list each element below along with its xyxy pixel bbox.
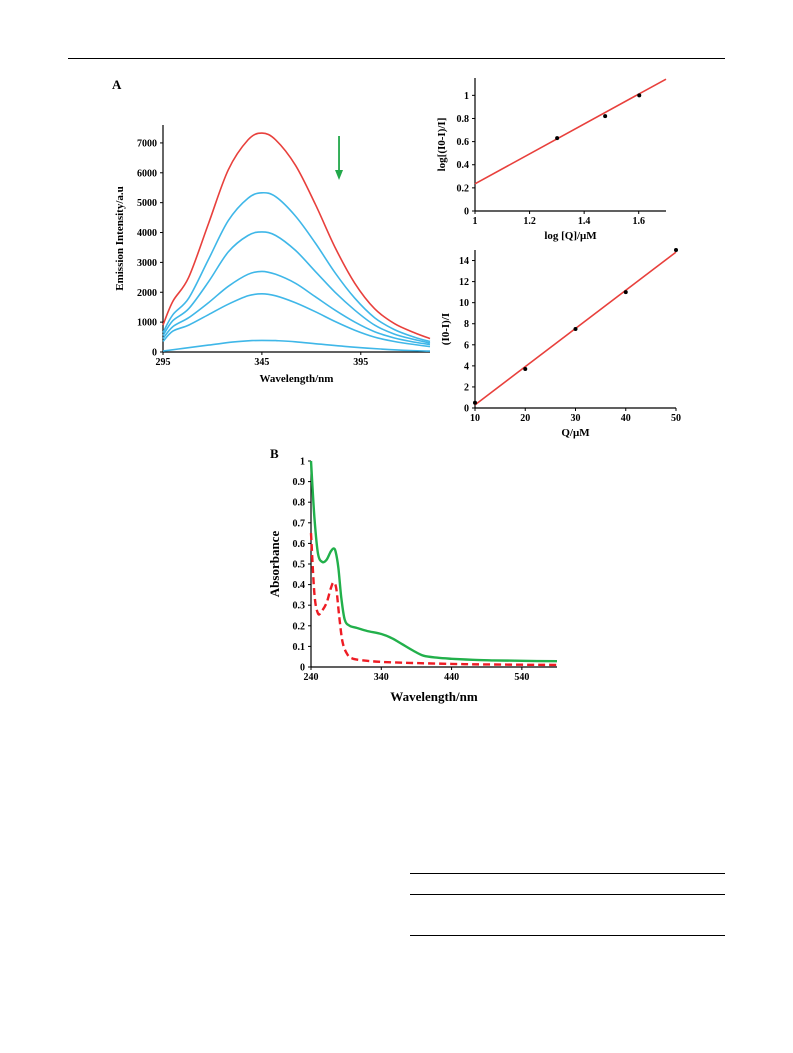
absorbance-y-tick-label: 0.2 bbox=[293, 621, 306, 632]
absorbance-x-axis-label: Wavelength/nm bbox=[390, 689, 478, 704]
emission-y-tick-label: 4000 bbox=[137, 228, 157, 239]
sternvolmer-y-tick-label: 4 bbox=[464, 361, 469, 372]
doublelog-fit-line bbox=[474, 78, 667, 185]
doublelog-y-tick-label: 0.6 bbox=[457, 137, 470, 148]
header-rule bbox=[68, 58, 725, 59]
doublelog-y-axis-label: log[(I0-I)/I] bbox=[436, 118, 448, 172]
emission-series-6-line bbox=[162, 339, 431, 352]
sternvolmer-x-tick-label: 10 bbox=[470, 413, 480, 424]
absorbance-y-tick-label: 0.1 bbox=[293, 642, 306, 653]
absorbance-x-tick-label: 340 bbox=[374, 672, 389, 683]
sternvolmer-x-tick-label: 40 bbox=[621, 413, 631, 424]
doublelog-x-tick-label: 1 bbox=[473, 216, 478, 227]
sternvolmer-axes: 10 20 30 40 50 0 2 4 6 8 10 12 14 Q/μM (I0-I)/I bbox=[440, 250, 681, 439]
absorbance-y-tick-label: 0.7 bbox=[293, 518, 306, 529]
emission-y-tick-label: 5000 bbox=[137, 198, 157, 209]
absorbance-x-tick-label: 540 bbox=[514, 672, 529, 683]
doublelog-y-tick-label: 0.2 bbox=[457, 183, 470, 194]
sternvolmer-x-tick-label: 50 bbox=[671, 413, 681, 424]
sternvolmer-data-point bbox=[573, 327, 578, 331]
emission-series-1-line bbox=[162, 132, 431, 340]
absorbance-y-tick-label: 0.3 bbox=[293, 601, 306, 612]
sternvolmer-data-point bbox=[623, 290, 628, 295]
sternvolmer-y-tick-label: 8 bbox=[464, 319, 469, 330]
doublelog-x-axis-label: log [Q]/μM bbox=[544, 230, 597, 242]
emission-y-tick-label: 6000 bbox=[137, 168, 157, 179]
sternvolmer-x-axis-label: Q/μM bbox=[561, 427, 590, 439]
doublelog-y-tick-label: 0 bbox=[464, 207, 469, 218]
emission-y-tick-label: 7000 bbox=[137, 138, 157, 149]
panel-label-b: B bbox=[270, 446, 279, 461]
sternvolmer-y-tick-label: 6 bbox=[464, 340, 469, 351]
sternvolmer-y-tick-label: 14 bbox=[459, 256, 469, 267]
absorbance-y-tick-label: 0.6 bbox=[293, 539, 306, 550]
doublelog-axes: 1 1.2 1.4 1.6 0 0.2 0.4 0.6 0.8 1 log [Q]/μM log[(I… bbox=[436, 78, 666, 242]
absorbance-y-tick-label: 0 bbox=[300, 663, 305, 674]
absorbance-series-2-line bbox=[309, 533, 558, 667]
doublelog-data-point bbox=[637, 93, 642, 98]
doublelog-x-tick-label: 1.6 bbox=[632, 216, 645, 227]
doublelog-data-point bbox=[603, 114, 608, 119]
sternvolmer-y-axis-label: (I0-I)/I bbox=[440, 313, 452, 345]
absorbance-y-tick-label: 1 bbox=[300, 457, 305, 468]
absorbance-y-tick-label: 0.8 bbox=[293, 498, 306, 509]
sternvolmer-x-tick-label: 20 bbox=[520, 413, 530, 424]
sternvolmer-y-tick-label: 12 bbox=[459, 277, 469, 288]
sternvolmer-y-tick-label: 10 bbox=[459, 298, 469, 309]
emission-quench-arrow-head bbox=[335, 170, 344, 180]
absorbance-x-tick-label: 240 bbox=[304, 672, 319, 683]
emission-y-tick-label: 2000 bbox=[137, 288, 157, 299]
emission-x-tick-label: 295 bbox=[156, 357, 171, 368]
emission-y-axis-label: Emission Intensity/a.u bbox=[114, 186, 126, 291]
absorbance-y-axis-label: Absorbance bbox=[267, 531, 282, 598]
emission-y-tick-label: 3000 bbox=[137, 258, 157, 269]
sternvolmer-data-point bbox=[523, 367, 528, 372]
emission-series-4-line bbox=[162, 270, 431, 346]
sternvolmer-x-tick-label: 30 bbox=[571, 413, 581, 424]
absorbance-x-tick-label: 440 bbox=[444, 672, 459, 683]
table-rule-top bbox=[410, 873, 725, 874]
absorbance-y-tick-label: 0.9 bbox=[293, 477, 306, 488]
emission-x-axis-label: Wavelength/nm bbox=[260, 373, 334, 385]
doublelog-x-tick-label: 1.2 bbox=[523, 216, 536, 227]
emission-series-2-line bbox=[162, 191, 431, 343]
doublelog-x-tick-label: 1.4 bbox=[578, 216, 591, 227]
emission-axes: 295 345 395 0 1000 2000 3000 4000 5000 6000 7000 Wa… bbox=[114, 125, 430, 385]
absorbance-y-tick-label: 0.4 bbox=[293, 580, 306, 591]
absorbance-series-1-line bbox=[309, 460, 558, 663]
emission-x-tick-label: 395 bbox=[353, 357, 368, 368]
table-rule-mid bbox=[410, 894, 725, 895]
absorbance-axes: 240 340 440 540 0 0.1 0.2 0.3 0.4 0.5 0.6 0.7 0.8 0.9… bbox=[267, 457, 557, 704]
emission-y-tick-label: 0 bbox=[152, 348, 157, 359]
doublelog-y-tick-label: 0.8 bbox=[457, 114, 470, 125]
emission-y-tick-label: 1000 bbox=[137, 318, 157, 329]
emission-series-5-line bbox=[162, 292, 431, 348]
sternvolmer-data-point bbox=[674, 248, 678, 252]
sternvolmer-data-point bbox=[473, 400, 477, 405]
doublelog-y-tick-label: 0.4 bbox=[457, 160, 470, 171]
sternvolmer-y-tick-label: 2 bbox=[464, 382, 469, 393]
emission-x-tick-label: 345 bbox=[254, 357, 269, 368]
table-rule-bottom bbox=[410, 935, 725, 936]
emission-series-3-line bbox=[162, 231, 431, 344]
absorbance-y-tick-label: 0.5 bbox=[293, 560, 306, 571]
sternvolmer-y-tick-label: 0 bbox=[464, 404, 469, 415]
panel-label-a: A bbox=[112, 77, 122, 92]
doublelog-y-tick-label: 1 bbox=[464, 91, 469, 102]
doublelog-data-point bbox=[555, 136, 560, 141]
